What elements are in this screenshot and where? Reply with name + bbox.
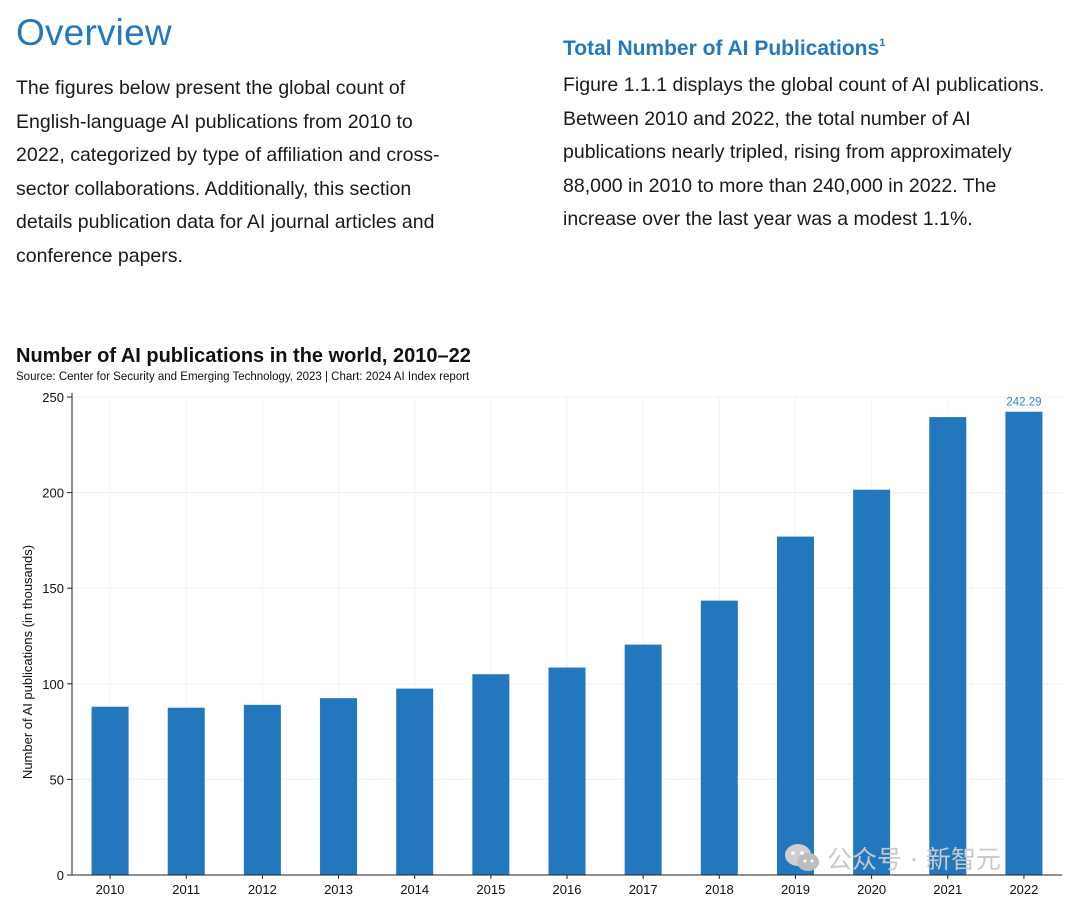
y-tick-label: 200 (42, 486, 64, 501)
y-tick-label: 50 (50, 772, 64, 787)
bar-2018 (700, 600, 738, 875)
y-axis-title: Number of AI publications (in thousands) (20, 545, 35, 779)
x-tick-label: 2010 (96, 882, 125, 897)
overview-title: Overview (16, 12, 172, 53)
watermark: 公众号 · 新智元 (783, 840, 1001, 876)
section-title: Total Number of AI Publications1 (563, 37, 885, 61)
bar-2022 (1005, 411, 1043, 875)
section-line: increase over the last year was a modest… (563, 208, 973, 231)
x-tick-label: 2012 (248, 882, 277, 897)
x-tick-label: 2021 (933, 882, 962, 897)
section-title-text: Total Number of AI Publications (563, 37, 880, 60)
chart-title: Number of AI publications in the world, … (16, 345, 471, 367)
x-tick-label: 2011 (172, 882, 200, 897)
bar-2013 (320, 698, 358, 875)
y-tick-label: 250 (42, 390, 64, 405)
y-tick-label: 0 (57, 868, 64, 883)
overview-line: details publication data for AI journal … (16, 211, 435, 234)
overview-line: 2022, categorized by type of affiliation… (16, 144, 440, 167)
chart-source: Source: Center for Security and Emerging… (16, 371, 470, 383)
bar-2016 (548, 667, 586, 875)
bar-2012 (243, 704, 281, 875)
section-paragraph: Figure 1.1.1 displays the global count o… (563, 69, 1073, 237)
x-tick-label: 2015 (476, 882, 505, 897)
section-line: publications nearly tripled, rising from… (563, 141, 1012, 164)
bar-2021 (929, 417, 967, 875)
x-tick-label: 2018 (705, 882, 734, 897)
x-tick-label: 2013 (324, 882, 353, 897)
y-tick-label: 150 (42, 581, 64, 596)
x-tick-label: 2019 (781, 882, 810, 897)
bar-2010 (91, 706, 129, 875)
overview-line: conference papers. (16, 244, 183, 267)
x-tick-label: 2014 (400, 882, 429, 897)
section-line: Figure 1.1.1 displays the global count o… (563, 74, 1045, 96)
bar-chart: 0 50 100 150 200 250 2010 2011 2012 2013 2014 2015 2… (20, 390, 1062, 897)
bar-2014 (396, 688, 434, 875)
data-label: 242.29 (1006, 397, 1041, 409)
overview-line: sector collaborations. Additionally, thi… (16, 177, 412, 200)
x-tick-label: 2022 (1009, 882, 1038, 897)
bar-2017 (624, 644, 662, 875)
x-tick-label: 2017 (629, 882, 658, 897)
wechat-icon (785, 844, 819, 871)
watermark-text: 公众号 · 新智元 (827, 845, 1001, 874)
section-line: Between 2010 and 2022, the total number … (563, 107, 971, 130)
bar-2011 (167, 707, 205, 875)
y-tick-label: 100 (42, 677, 64, 692)
footnote-marker[interactable]: 1 (879, 37, 886, 49)
bar-2015 (472, 674, 510, 875)
overview-line: English-language AI publications from 20… (16, 110, 413, 133)
overview-line: The figures below present the global cou… (16, 77, 406, 99)
section-line: 88,000 in 2010 to more than 240,000 in 2… (563, 174, 997, 197)
bar-2020 (853, 489, 891, 875)
bar-2019 (776, 536, 814, 875)
overview-paragraph: The figures below present the global cou… (16, 72, 516, 274)
x-tick-label: 2016 (553, 882, 582, 897)
x-tick-label: 2020 (857, 882, 886, 897)
